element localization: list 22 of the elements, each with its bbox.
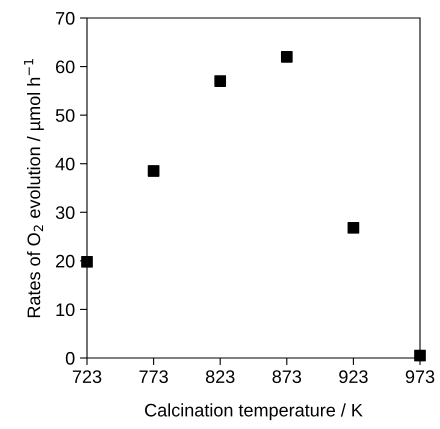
point: [81, 256, 93, 268]
y-tick-label: 40: [56, 158, 74, 170]
point: [348, 222, 360, 234]
point: [280, 51, 293, 63]
y-tick-label: 60: [56, 60, 74, 74]
y-tick-label: 30: [56, 206, 74, 220]
point: [214, 75, 226, 87]
y-tick-label: 70: [56, 12, 74, 25]
y-tick-label: 10: [56, 303, 74, 316]
x-axis-title: Calcination temperature / K: [145, 403, 363, 420]
y-tick-label: 0: [66, 352, 74, 365]
x-tick-label: 923: [339, 370, 368, 384]
x-tick-label: 773: [139, 370, 168, 384]
y-axis-title: Rates of O$_{2}$ evolution / µmol h$^{−1}$: [24, 59, 44, 318]
x-tick-label: 873: [272, 370, 302, 384]
point: [414, 350, 426, 362]
y-tick-label: 20: [56, 254, 74, 268]
point: [148, 165, 160, 177]
x-tick-label: 823: [206, 370, 234, 384]
x-tick-label: 723: [72, 370, 102, 384]
x-tick-label: 973: [406, 370, 434, 384]
y-tick-label: 50: [56, 109, 74, 122]
